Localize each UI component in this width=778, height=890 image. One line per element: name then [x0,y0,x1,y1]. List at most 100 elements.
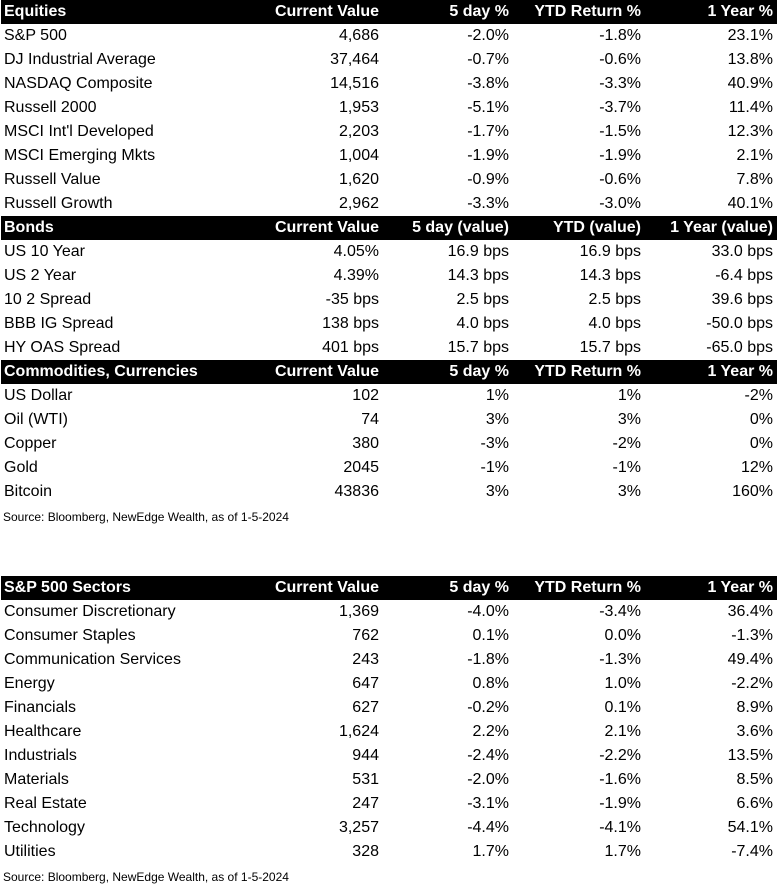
cell-value: 49.4% [727,651,773,668]
cell-value: 3,257 [338,819,379,836]
row-label: MSCI Int'l Developed [4,123,154,140]
column-header: Current Value [263,0,383,24]
cell-value: 1.7% [604,843,641,860]
cell-value: -6.4 bps [715,267,773,284]
cell-value: 2.1% [604,723,641,740]
cell-value: 39.6 bps [711,291,773,308]
table-row: Russell Value 1,620 -0.9% -0.6% 7.8% [1,168,777,192]
cell-value: 762 [352,627,379,644]
section-header-row: Commodities, Currencies Current Value 5 da… [1,360,777,384]
cell-value: 13.8% [727,51,773,68]
table-row: DJ Industrial Average 37,464 -0.7% -0.6% 13.… [1,48,777,72]
cell-value: 1% [617,387,641,404]
column-header: 5 day % [383,360,513,384]
cell-value: 944 [352,747,379,764]
row-label: Oil (WTI) [4,411,68,428]
cell-value: 16.9 bps [579,243,641,260]
row-label: Technology [4,819,85,836]
cell-value: -1.3% [731,627,773,644]
source-note: Source: Bloomberg, NewEdge Wealth, as of… [3,510,289,524]
cell-value: -3.0% [599,195,641,212]
sector-performance-table: S&P 500 Sectors Current Value 5 day % YTD R… [1,576,777,864]
row-label: DJ Industrial Average [4,51,156,68]
cell-value: 4.05% [333,243,379,260]
cell-value: -1.6% [599,771,641,788]
row-label: Communication Services [4,651,181,668]
table-row: Gold 2045 -1% -1% 12% [1,456,777,480]
cell-value: -4.1% [599,819,641,836]
spacer [0,530,778,576]
cell-value: -2.0% [467,771,509,788]
section-title: Commodities, Currencies [1,360,263,384]
column-header: 1 Year % [645,576,777,600]
cell-value: 15.7 bps [579,339,641,356]
cell-value: -1.9% [599,147,641,164]
cell-value: 0.1% [604,699,641,716]
cell-value: 2.1% [736,147,773,164]
cell-value: 2,962 [338,195,379,212]
table-row: Communication Services 243 -1.8% -1.3% 49.4% [1,648,777,672]
cell-value: -3.8% [467,75,509,92]
cell-value: -1.8% [599,27,641,44]
section-header-row: S&P 500 Sectors Current Value 5 day % YTD R… [1,576,777,600]
row-label: US 2 Year [4,267,77,284]
column-header: 5 day % [383,0,513,24]
cell-value: -3.3% [467,195,509,212]
column-header: YTD Return % [513,576,645,600]
row-label: Utilities [4,843,56,860]
table-row: Energy 647 0.8% 1.0% -2.2% [1,672,777,696]
row-label: Real Estate [4,795,87,812]
row-label: Financials [4,699,77,716]
cell-value: 33.0 bps [711,243,773,260]
section-title: Equities [1,0,263,24]
cell-value: 1,620 [338,171,379,188]
table-row: Bitcoin 43836 3% 3% 160% [1,480,777,504]
table-row: Technology 3,257 -4.4% -4.1% 54.1% [1,816,777,840]
table-row: Materials 531 -2.0% -1.6% 8.5% [1,768,777,792]
cell-value: 328 [352,843,379,860]
cell-value: 1,369 [338,603,379,620]
table-row: Copper 380 -3% -2% 0% [1,432,777,456]
cell-value: -1.8% [467,651,509,668]
cell-value: 0.0% [604,627,641,644]
cell-value: 1.7% [472,843,509,860]
row-label: MSCI Emerging Mkts [4,147,156,164]
cell-value: 4.0 bps [588,315,641,332]
cell-value: -0.2% [467,699,509,716]
table-row: BBB IG Spread 138 bps 4.0 bps 4.0 bps -50.0 … [1,312,777,336]
cell-value: -3.7% [599,99,641,116]
table-row: Real Estate 247 -3.1% -1.9% 6.6% [1,792,777,816]
cell-value: 36.4% [727,603,773,620]
row-label: Healthcare [4,723,82,740]
column-header: YTD (value) [513,216,645,240]
row-label: Gold [4,459,38,476]
cell-value: -2.4% [467,747,509,764]
cell-value: -3.3% [599,75,641,92]
cell-value: 401 bps [322,339,379,356]
table-row: S&P 500 4,686 -2.0% -1.8% 23.1% [1,24,777,48]
table-row: US 10 Year 4.05% 16.9 bps 16.9 bps 33.0 bps [1,240,777,264]
cell-value: -0.9% [467,171,509,188]
table-row: US Dollar 102 1% 1% -2% [1,384,777,408]
row-label: Copper [4,435,57,452]
cell-value: -1.9% [599,795,641,812]
table-row: Consumer Staples 762 0.1% 0.0% -1.3% [1,624,777,648]
cell-value: 8.5% [736,771,773,788]
cell-value: 243 [352,651,379,668]
row-label: Consumer Discretionary [4,603,176,620]
cell-value: 2.5 bps [456,291,509,308]
cell-value: -1% [612,459,641,476]
source-note: Source: Bloomberg, NewEdge Wealth, as of… [3,870,289,884]
table-row: Utilities 328 1.7% 1.7% -7.4% [1,840,777,864]
cell-value: 12% [740,459,773,476]
table-row: MSCI Int'l Developed 2,203 -1.7% -1.5% 12.3% [1,120,777,144]
cell-value: 102 [352,387,379,404]
cell-value: -3% [480,435,509,452]
section-header-row: Equities Current Value 5 day % YTD Return %… [1,0,777,24]
table-row: Industrials 944 -2.4% -2.2% 13.5% [1,744,777,768]
cell-value: 1,953 [338,99,379,116]
row-label: Energy [4,675,55,692]
cell-value: -0.6% [599,171,641,188]
column-header: 5 day % [383,576,513,600]
cell-value: 2045 [343,459,379,476]
